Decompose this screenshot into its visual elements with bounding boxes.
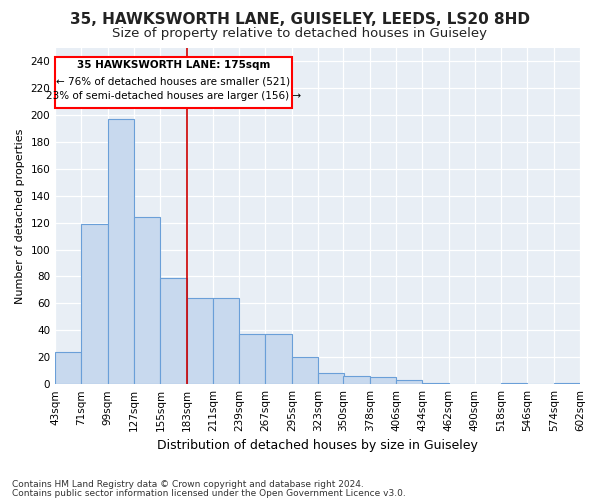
Bar (554, 383, 580, 384)
Bar (55, 57, 292, 108)
Bar (187, 298, 213, 384)
Text: 23% of semi-detached houses are larger (156) →: 23% of semi-detached houses are larger (… (46, 90, 301, 101)
Text: Size of property relative to detached houses in Guiseley: Size of property relative to detached ho… (113, 28, 487, 40)
Bar (55, 352, 82, 384)
Y-axis label: Number of detached properties: Number of detached properties (15, 128, 25, 304)
Bar (160, 278, 187, 384)
Bar (343, 376, 370, 384)
Bar (318, 374, 344, 384)
Text: 35 HAWKSWORTH LANE: 175sqm: 35 HAWKSWORTH LANE: 175sqm (77, 60, 270, 70)
Bar (292, 357, 318, 384)
Bar (370, 378, 396, 384)
Bar (501, 383, 527, 384)
Bar (134, 217, 160, 384)
Bar (422, 383, 449, 384)
Bar (108, 119, 134, 384)
Bar (265, 334, 292, 384)
Bar (239, 334, 265, 384)
Text: 35, HAWKSWORTH LANE, GUISELEY, LEEDS, LS20 8HD: 35, HAWKSWORTH LANE, GUISELEY, LEEDS, LS… (70, 12, 530, 28)
Text: ← 76% of detached houses are smaller (521): ← 76% of detached houses are smaller (52… (56, 76, 290, 86)
Text: Contains public sector information licensed under the Open Government Licence v3: Contains public sector information licen… (12, 488, 406, 498)
Bar (213, 298, 239, 384)
Bar (82, 224, 108, 384)
Text: Contains HM Land Registry data © Crown copyright and database right 2024.: Contains HM Land Registry data © Crown c… (12, 480, 364, 489)
X-axis label: Distribution of detached houses by size in Guiseley: Distribution of detached houses by size … (157, 440, 478, 452)
Bar (396, 380, 422, 384)
